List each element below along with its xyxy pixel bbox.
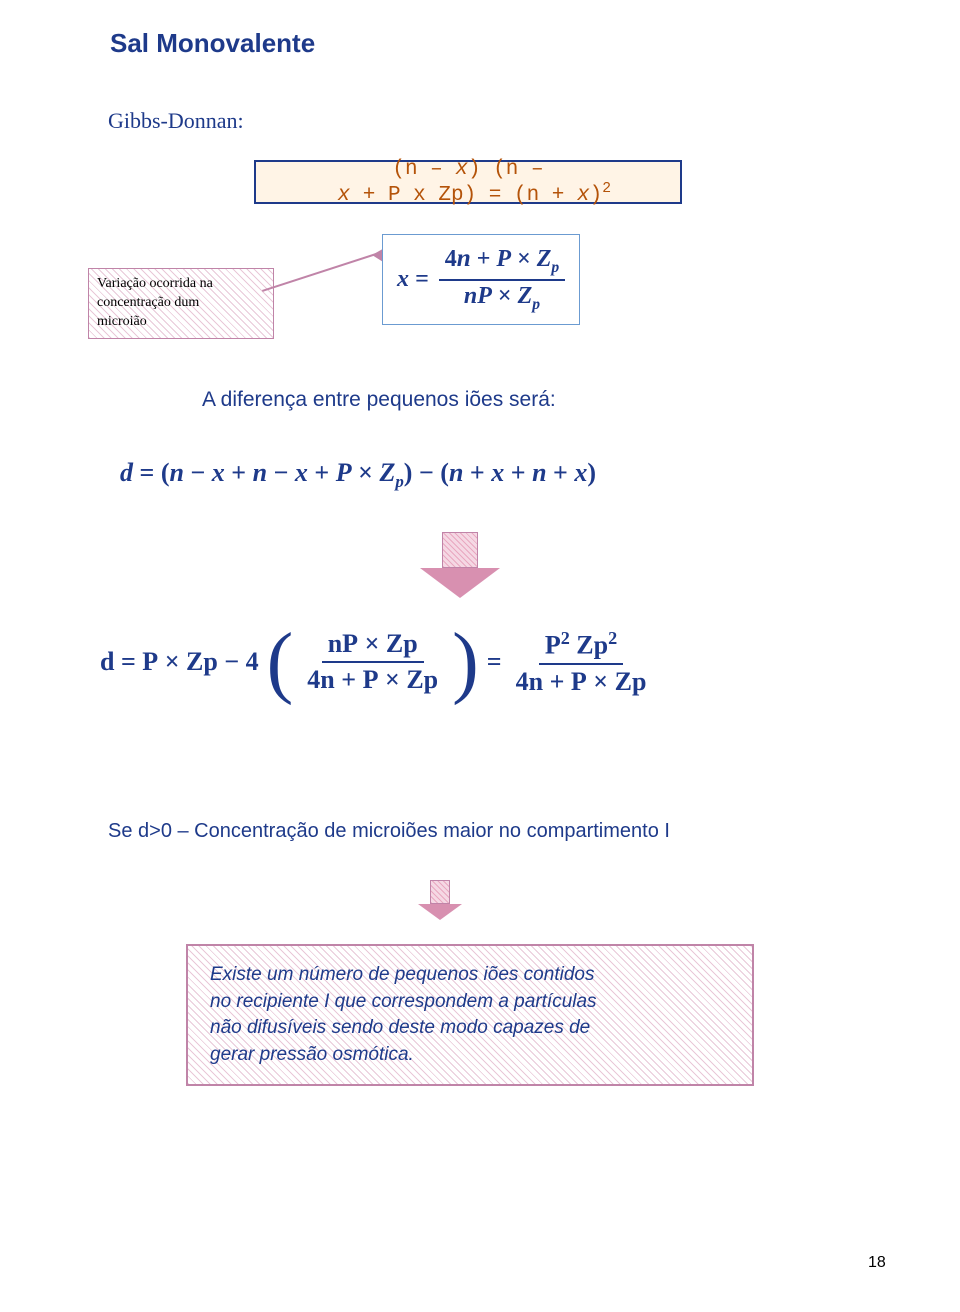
callout-line3: não difusíveis sendo deste modo capazes … xyxy=(210,1017,590,1038)
page-number: 18 xyxy=(868,1254,886,1272)
x-formula: x = 4n + P × Zp nP × Zp xyxy=(382,234,580,325)
x-fraction: 4n + P × Zp nP × Zp xyxy=(439,245,566,314)
callout-line1: Existe um número de pequenos iões contid… xyxy=(210,964,594,985)
variation-line1: Variação ocorrida na xyxy=(97,276,213,291)
variation-line3: microião xyxy=(97,314,147,329)
small-arrow-icon xyxy=(418,880,462,920)
condition-text: Se d>0 – Concentração de microiões maior… xyxy=(108,820,670,843)
big-arrow-icon xyxy=(420,532,500,598)
equation-text: (n – x) (n – x + P x Zp) = (n + x)2 xyxy=(256,158,680,207)
x-lhs: x = xyxy=(397,266,429,293)
d-formula-1: d = (n − x + n − x + P × Zp) − (n + x + … xyxy=(120,458,596,492)
d-formula-2: d = P × Zp − 4 ( nP × Zp 4n + P × Zp ) =… xyxy=(100,628,652,697)
variation-note: Variação ocorrida na concentração dum mi… xyxy=(88,268,274,339)
callout-line4: gerar pressão osmótica. xyxy=(210,1044,414,1065)
gibbs-label: Gibbs-Donnan: xyxy=(108,108,244,134)
x-num: 4n + P × Zp xyxy=(439,245,566,281)
equation-box: (n – x) (n – x + P x Zp) = (n + x)2 xyxy=(254,160,682,204)
x-den: nP × Zp xyxy=(458,281,546,314)
page-title: Sal Monovalente xyxy=(110,28,315,59)
pointer-line xyxy=(262,252,378,291)
variation-line2: concentração dum xyxy=(97,295,199,310)
difference-text: A diferença entre pequenos iões será: xyxy=(202,388,556,412)
conclusion-callout: Existe um número de pequenos iões contid… xyxy=(186,944,754,1086)
callout-line2: no recipiente I que correspondem a partí… xyxy=(210,991,597,1012)
